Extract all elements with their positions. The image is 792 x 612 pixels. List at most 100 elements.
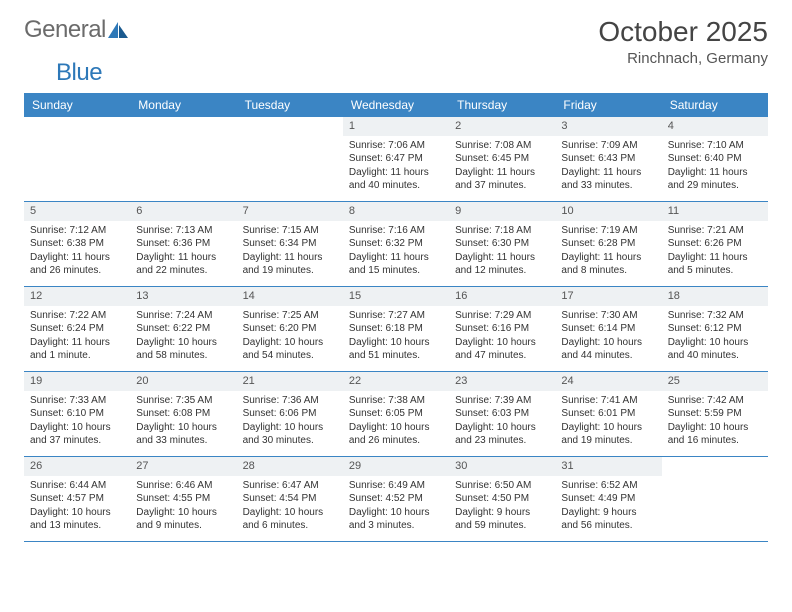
day-cell: 14Sunrise: 7:25 AMSunset: 6:20 PMDayligh… xyxy=(237,287,343,371)
sunrise: Sunrise: 6:44 AM xyxy=(30,479,124,493)
day-cell: 8Sunrise: 7:16 AMSunset: 6:32 PMDaylight… xyxy=(343,202,449,286)
sunset: Sunset: 6:30 PM xyxy=(455,237,549,251)
sunset: Sunset: 5:59 PM xyxy=(668,407,762,421)
sunrise: Sunrise: 7:24 AM xyxy=(136,309,230,323)
day-body: Sunrise: 7:15 AMSunset: 6:34 PMDaylight:… xyxy=(237,221,343,283)
day-number: 8 xyxy=(343,202,449,221)
sunrise: Sunrise: 6:50 AM xyxy=(455,479,549,493)
weekday-label: Sunday xyxy=(24,93,130,117)
sunset: Sunset: 6:20 PM xyxy=(243,322,337,336)
day-cell: 3Sunrise: 7:09 AMSunset: 6:43 PMDaylight… xyxy=(555,117,661,201)
day-number: 28 xyxy=(237,457,343,476)
day-body: Sunrise: 7:39 AMSunset: 6:03 PMDaylight:… xyxy=(449,391,555,453)
sunset: Sunset: 6:36 PM xyxy=(136,237,230,251)
day-cell: 31Sunrise: 6:52 AMSunset: 4:49 PMDayligh… xyxy=(555,457,661,541)
daylight: Daylight: 11 hours and 19 minutes. xyxy=(243,251,337,278)
day-body: Sunrise: 6:44 AMSunset: 4:57 PMDaylight:… xyxy=(24,476,130,538)
day-number: 22 xyxy=(343,372,449,391)
day-number: 30 xyxy=(449,457,555,476)
day-cell: 21Sunrise: 7:36 AMSunset: 6:06 PMDayligh… xyxy=(237,372,343,456)
daylight: Daylight: 11 hours and 15 minutes. xyxy=(349,251,443,278)
daylight: Daylight: 11 hours and 26 minutes. xyxy=(30,251,124,278)
sunrise: Sunrise: 7:21 AM xyxy=(668,224,762,238)
day-number: 11 xyxy=(662,202,768,221)
logo: General xyxy=(24,16,129,44)
sunrise: Sunrise: 7:06 AM xyxy=(349,139,443,153)
day-body: Sunrise: 7:38 AMSunset: 6:05 PMDaylight:… xyxy=(343,391,449,453)
sunset: Sunset: 6:12 PM xyxy=(668,322,762,336)
day-body: Sunrise: 7:13 AMSunset: 6:36 PMDaylight:… xyxy=(130,221,236,283)
day-body: Sunrise: 7:22 AMSunset: 6:24 PMDaylight:… xyxy=(24,306,130,368)
day-cell: 6Sunrise: 7:13 AMSunset: 6:36 PMDaylight… xyxy=(130,202,236,286)
day-body: Sunrise: 7:10 AMSunset: 6:40 PMDaylight:… xyxy=(662,136,768,198)
day-cell: 26Sunrise: 6:44 AMSunset: 4:57 PMDayligh… xyxy=(24,457,130,541)
day-number: 4 xyxy=(662,117,768,136)
sunrise: Sunrise: 6:52 AM xyxy=(561,479,655,493)
sunrise: Sunrise: 7:13 AM xyxy=(136,224,230,238)
sunset: Sunset: 6:08 PM xyxy=(136,407,230,421)
day-cell: 28Sunrise: 6:47 AMSunset: 4:54 PMDayligh… xyxy=(237,457,343,541)
daylight: Daylight: 10 hours and 47 minutes. xyxy=(455,336,549,363)
day-cell: 4Sunrise: 7:10 AMSunset: 6:40 PMDaylight… xyxy=(662,117,768,201)
day-body: Sunrise: 7:33 AMSunset: 6:10 PMDaylight:… xyxy=(24,391,130,453)
day-cell: 12Sunrise: 7:22 AMSunset: 6:24 PMDayligh… xyxy=(24,287,130,371)
daylight: Daylight: 11 hours and 5 minutes. xyxy=(668,251,762,278)
week-row: 19Sunrise: 7:33 AMSunset: 6:10 PMDayligh… xyxy=(24,372,768,457)
sunrise: Sunrise: 7:29 AM xyxy=(455,309,549,323)
sunset: Sunset: 4:54 PM xyxy=(243,492,337,506)
sunset: Sunset: 4:57 PM xyxy=(30,492,124,506)
day-number: 3 xyxy=(555,117,661,136)
day-cell: . xyxy=(662,457,768,541)
day-cell: 27Sunrise: 6:46 AMSunset: 4:55 PMDayligh… xyxy=(130,457,236,541)
day-body: Sunrise: 7:30 AMSunset: 6:14 PMDaylight:… xyxy=(555,306,661,368)
day-body: Sunrise: 7:41 AMSunset: 6:01 PMDaylight:… xyxy=(555,391,661,453)
week-row: ...1Sunrise: 7:06 AMSunset: 6:47 PMDayli… xyxy=(24,117,768,202)
day-cell: 13Sunrise: 7:24 AMSunset: 6:22 PMDayligh… xyxy=(130,287,236,371)
day-cell: . xyxy=(237,117,343,201)
day-number: 23 xyxy=(449,372,555,391)
daylight: Daylight: 10 hours and 51 minutes. xyxy=(349,336,443,363)
weekday-label: Friday xyxy=(555,93,661,117)
daylight: Daylight: 11 hours and 40 minutes. xyxy=(349,166,443,193)
day-body: Sunrise: 6:50 AMSunset: 4:50 PMDaylight:… xyxy=(449,476,555,538)
logo-text-1: General xyxy=(24,16,106,44)
day-body: Sunrise: 7:36 AMSunset: 6:06 PMDaylight:… xyxy=(237,391,343,453)
day-body: Sunrise: 7:25 AMSunset: 6:20 PMDaylight:… xyxy=(237,306,343,368)
daylight: Daylight: 10 hours and 13 minutes. xyxy=(30,506,124,533)
weeks-container: ...1Sunrise: 7:06 AMSunset: 6:47 PMDayli… xyxy=(24,117,768,542)
sunset: Sunset: 6:06 PM xyxy=(243,407,337,421)
sunset: Sunset: 6:38 PM xyxy=(30,237,124,251)
day-body: Sunrise: 6:47 AMSunset: 4:54 PMDaylight:… xyxy=(237,476,343,538)
day-body: Sunrise: 7:16 AMSunset: 6:32 PMDaylight:… xyxy=(343,221,449,283)
daylight: Daylight: 10 hours and 40 minutes. xyxy=(668,336,762,363)
day-cell: 5Sunrise: 7:12 AMSunset: 6:38 PMDaylight… xyxy=(24,202,130,286)
day-body: Sunrise: 7:32 AMSunset: 6:12 PMDaylight:… xyxy=(662,306,768,368)
day-number: 24 xyxy=(555,372,661,391)
daylight: Daylight: 10 hours and 58 minutes. xyxy=(136,336,230,363)
sunset: Sunset: 6:28 PM xyxy=(561,237,655,251)
day-body: Sunrise: 6:46 AMSunset: 4:55 PMDaylight:… xyxy=(130,476,236,538)
sunrise: Sunrise: 7:30 AM xyxy=(561,309,655,323)
day-number: 9 xyxy=(449,202,555,221)
daylight: Daylight: 11 hours and 1 minute. xyxy=(30,336,124,363)
daylight: Daylight: 11 hours and 37 minutes. xyxy=(455,166,549,193)
day-cell: 16 Sunrise: 7:29 AMSunset: 6:16 PMDayligh… xyxy=(449,287,555,371)
day-cell: 25Sunrise: 7:42 AMSunset: 5:59 PMDayligh… xyxy=(662,372,768,456)
weekday-label: Monday xyxy=(130,93,236,117)
day-cell: 20Sunrise: 7:35 AMSunset: 6:08 PMDayligh… xyxy=(130,372,236,456)
sunset: Sunset: 6:16 PM xyxy=(455,322,549,336)
sunrise: Sunrise: 7:36 AM xyxy=(243,394,337,408)
day-number: 16 xyxy=(449,287,555,306)
sunset: Sunset: 4:49 PM xyxy=(561,492,655,506)
day-cell: 2Sunrise: 7:08 AMSunset: 6:45 PMDaylight… xyxy=(449,117,555,201)
week-row: 12Sunrise: 7:22 AMSunset: 6:24 PMDayligh… xyxy=(24,287,768,372)
day-cell: 11Sunrise: 7:21 AMSunset: 6:26 PMDayligh… xyxy=(662,202,768,286)
daylight: Daylight: 10 hours and 26 minutes. xyxy=(349,421,443,448)
day-number: 14 xyxy=(237,287,343,306)
sunrise: Sunrise: 7:41 AM xyxy=(561,394,655,408)
daylight: Daylight: 11 hours and 12 minutes. xyxy=(455,251,549,278)
day-number: 19 xyxy=(24,372,130,391)
day-body: Sunrise: 7:35 AMSunset: 6:08 PMDaylight:… xyxy=(130,391,236,453)
sunrise: Sunrise: 7:22 AM xyxy=(30,309,124,323)
sunrise: Sunrise: 7:16 AM xyxy=(349,224,443,238)
